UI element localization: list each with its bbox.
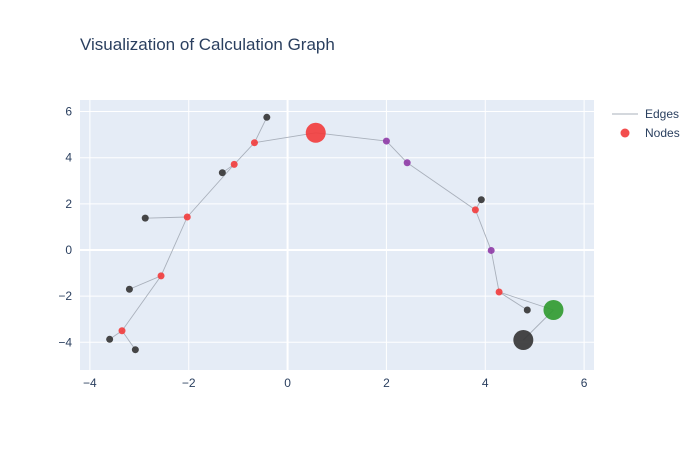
graph-edge: [145, 216, 188, 219]
y-tick-label: −2: [58, 289, 72, 303]
x-tick-label: 2: [383, 376, 390, 390]
y-tick-label: 0: [65, 243, 72, 257]
graph-edge: [254, 117, 268, 143]
graph-node[interactable]: [543, 300, 564, 320]
graph-node[interactable]: [125, 285, 133, 293]
y-axis-ticks: −4 −2 0 2 4 6: [58, 105, 72, 350]
graph-node[interactable]: [523, 306, 531, 314]
graph-node[interactable]: [403, 159, 411, 167]
graph-edge: [406, 162, 476, 211]
graph-edge: [254, 132, 316, 144]
graph-edge: [315, 132, 387, 142]
graph-edge: [498, 291, 528, 311]
graph-edge: [474, 209, 492, 251]
graph-node[interactable]: [477, 196, 485, 204]
graph-node[interactable]: [157, 272, 165, 280]
graph-node[interactable]: [513, 330, 534, 350]
edges: [109, 117, 554, 350]
nodes: [106, 113, 564, 354]
y-tick-label: 6: [65, 105, 72, 119]
y-tick-label: 4: [65, 151, 72, 165]
x-tick-label: 4: [482, 376, 489, 390]
graph-node[interactable]: [118, 327, 126, 335]
plot-background: [80, 100, 594, 370]
graph-node[interactable]: [495, 288, 503, 296]
graph-node[interactable]: [382, 137, 390, 145]
graph-edge: [186, 164, 235, 218]
graph-edge: [129, 275, 162, 290]
y-tick-label: 2: [65, 197, 72, 211]
graph-node[interactable]: [487, 246, 495, 254]
legend-edges-label[interactable]: Edges: [645, 107, 679, 121]
graph-edge: [121, 275, 162, 332]
graph-node[interactable]: [141, 214, 149, 222]
x-tick-label: −2: [182, 376, 196, 390]
x-tick-label: 0: [284, 376, 291, 390]
x-tick-label: −4: [83, 376, 97, 390]
graph-node[interactable]: [263, 113, 271, 121]
graph-edge: [160, 216, 188, 277]
graph-node[interactable]: [131, 346, 139, 354]
graph-node[interactable]: [471, 206, 479, 214]
chart-title: Visualization of Calculation Graph: [80, 35, 335, 54]
graph-node[interactable]: [250, 139, 258, 147]
graph-node[interactable]: [183, 213, 191, 221]
legend-nodes-label[interactable]: Nodes: [645, 126, 680, 140]
graph-node[interactable]: [106, 335, 114, 343]
x-axis-ticks: −4 −2 0 2 4 6: [83, 376, 588, 390]
graph-node[interactable]: [218, 169, 226, 177]
legend: Edges Nodes: [612, 107, 680, 140]
graph-edge: [490, 250, 500, 293]
graph-edge: [233, 142, 255, 165]
graph-node[interactable]: [305, 122, 326, 143]
x-tick-label: 6: [581, 376, 588, 390]
graph-edge: [386, 140, 408, 164]
legend-nodes-swatch: [620, 128, 630, 138]
graph-edge: [121, 330, 136, 350]
graph-node[interactable]: [230, 160, 238, 168]
y-tick-label: −4: [58, 335, 72, 349]
